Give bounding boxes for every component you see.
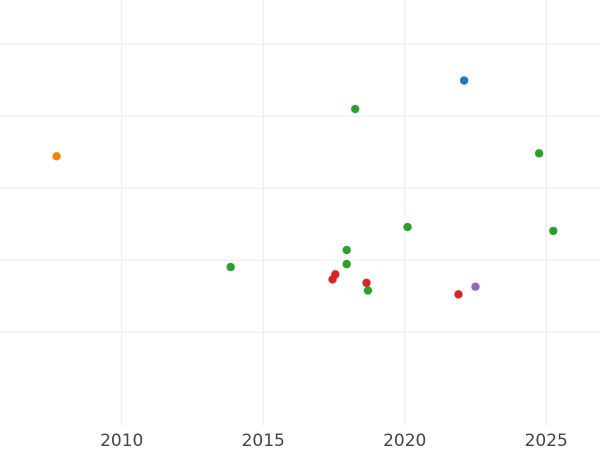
data-point — [328, 275, 337, 284]
data-point — [471, 282, 480, 291]
data-point — [350, 104, 360, 114]
data-point — [549, 226, 558, 236]
x-tick-label: 2020 — [383, 431, 426, 450]
data-points — [52, 76, 558, 299]
data-point — [454, 290, 463, 299]
x-tick-label: 2010 — [100, 431, 143, 450]
data-point — [52, 152, 61, 161]
data-point — [342, 245, 351, 255]
vertical-grid — [121, 0, 547, 426]
data-point — [226, 262, 235, 272]
data-point — [362, 278, 371, 288]
data-point — [403, 222, 412, 232]
data-point — [459, 76, 469, 85]
data-point — [363, 286, 373, 295]
x-axis-tick-labels: 2010 2015 2020 2025 — [100, 431, 568, 450]
x-tick-label: 2015 — [242, 431, 285, 450]
x-tick-label: 2025 — [525, 431, 568, 450]
data-point — [342, 259, 351, 269]
horizontal-grid — [0, 43, 600, 333]
data-point — [534, 149, 544, 158]
